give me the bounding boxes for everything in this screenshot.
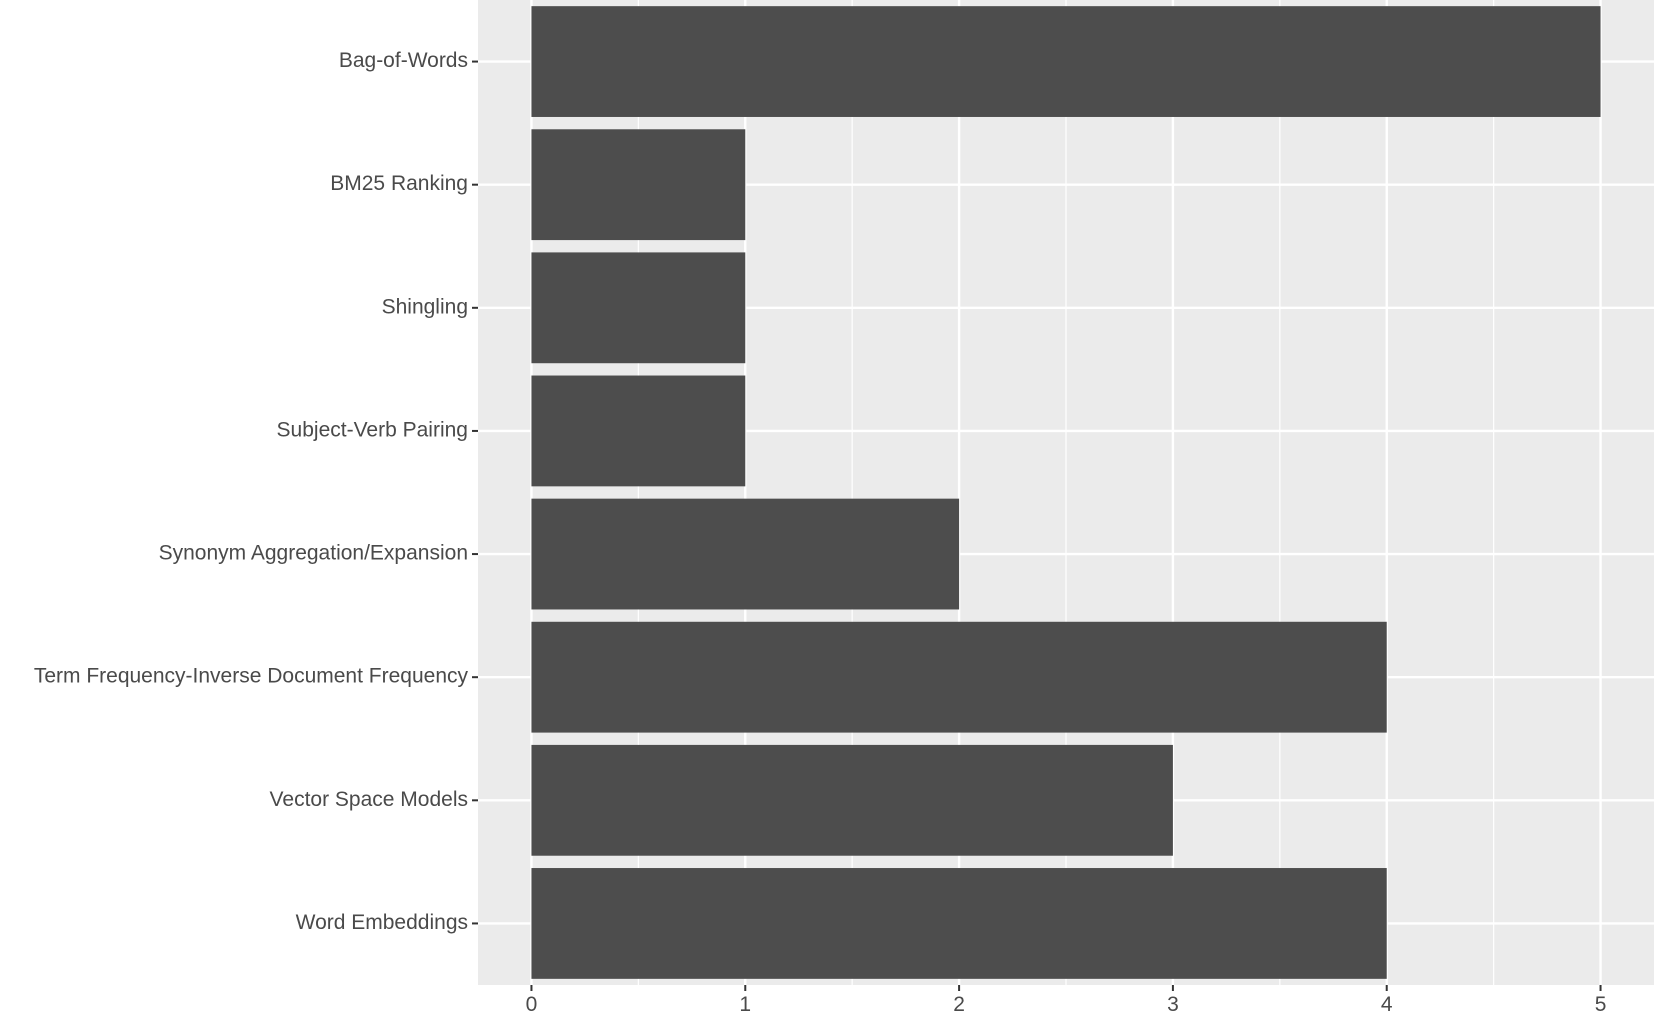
bar [531,375,746,487]
y-tick-label: Vector Space Models [270,788,468,811]
bar [531,252,746,364]
y-axis: Bag-of-Words BM25 Ranking Shingling Subject… [34,49,478,934]
bar [531,129,746,241]
x-tick-label: 5 [1595,993,1607,1016]
x-tick-label: 0 [526,993,538,1016]
x-axis: 0 1 2 3 4 5 [526,985,1607,1016]
y-tick-label: BM25 Ranking [330,172,468,195]
y-tick-label: Term Frequency-Inverse Document Frequenc… [34,665,469,688]
bar [531,868,1387,979]
x-tick-label: 4 [1381,993,1393,1016]
x-tick-label: 1 [739,993,751,1016]
bar [531,621,1387,733]
bar [531,6,1601,117]
y-tick-label: Synonym Aggregation/Expansion [159,542,468,565]
y-tick-label: Subject-Verb Pairing [277,418,468,441]
bar [531,744,1173,856]
y-tick-label: Bag-of-Words [339,49,468,72]
bar [531,498,960,610]
y-tick-label: Shingling [382,295,468,318]
y-tick-label: Word Embeddings [296,911,468,934]
bars [531,6,1601,979]
x-tick-label: 3 [1167,993,1179,1016]
x-tick-label: 2 [953,993,965,1016]
